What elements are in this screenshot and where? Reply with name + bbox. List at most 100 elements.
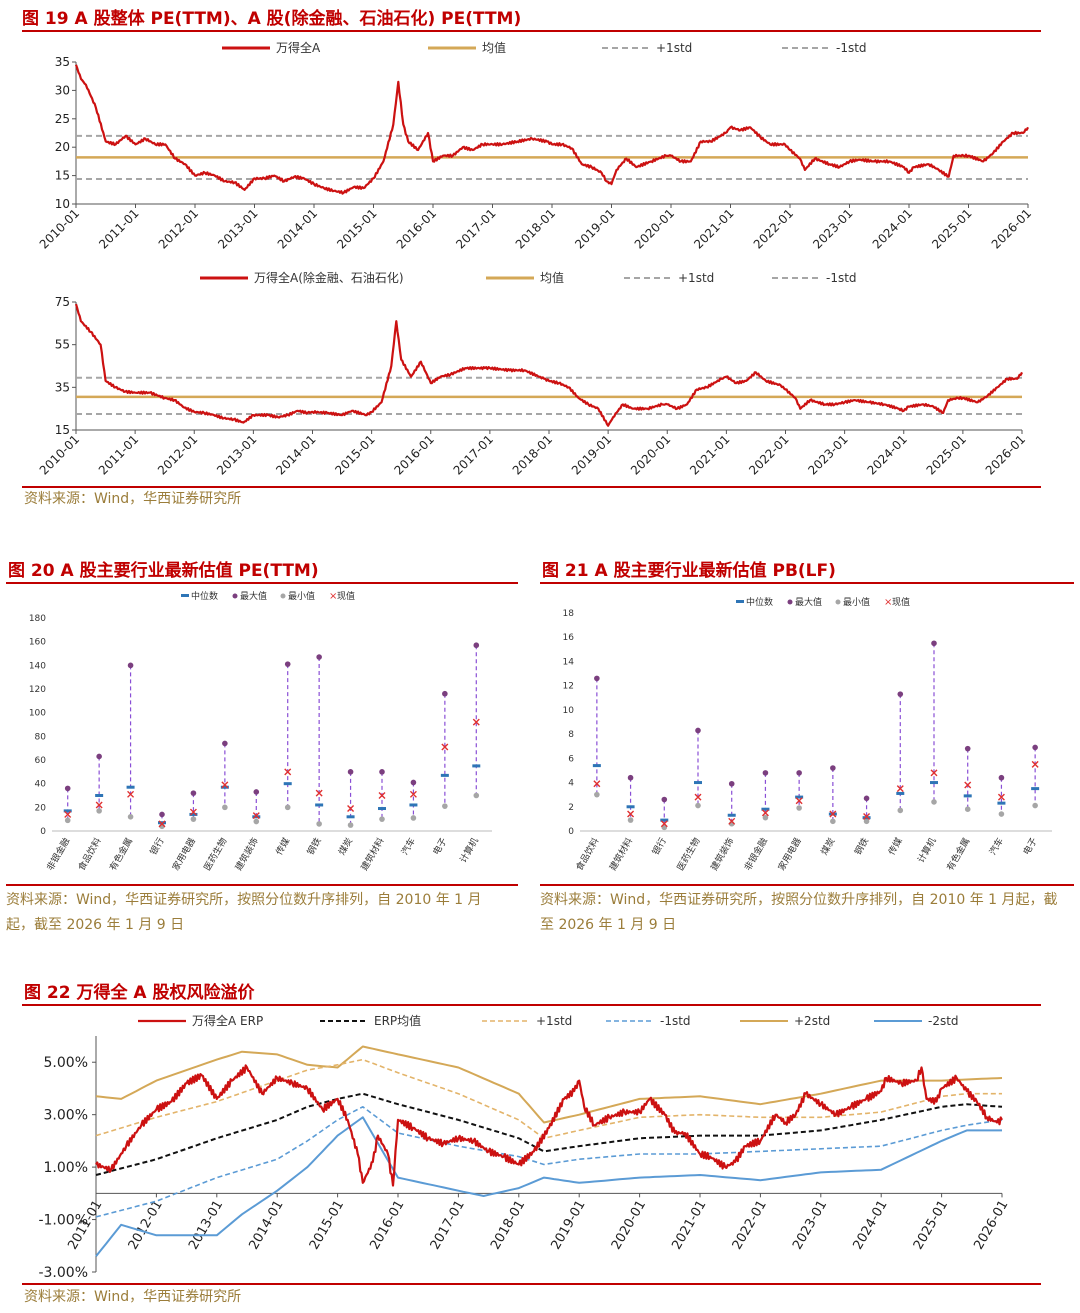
erp-xtick-label-14: 2025-01 [911,1198,951,1253]
ind-pb-current-mark-5 [761,809,769,817]
ind-pe-median-mark-11 [409,803,418,807]
pe-ex-fin-chart: 万得全A(除金融、石油石化) 均值 +1std -1std 15 35 55 75 2010-0… [37,270,1028,478]
ind-pe-median-mark-8 [315,803,324,807]
ind-pb-median-mark-1 [626,805,635,809]
ind-pb-max-dot-3 [695,727,701,734]
ind-pb-median-mark-10 [930,781,938,785]
ind-pb-min-dot-12 [998,811,1005,817]
ind-pb-min-dot-11 [964,806,971,812]
ind-pb-min-dot-10 [931,799,937,805]
ind-pe-current-mark-12 [441,743,449,751]
erp-series-2-line [95,1058,1002,1140]
ind-pe-max-dot-13 [473,642,480,649]
erp-xtick-label-4: 2015-01 [307,1198,347,1253]
ind-pe-max-dot-9 [347,769,354,775]
ind-pb-legend-current-swatch: × [884,597,892,608]
fig19-top-rule [22,30,1041,32]
ind-pb-median-mark-0 [592,764,601,768]
pe-exfin-xtick-label-13: 2023-01 [805,432,850,477]
erp-legend-1-label: ERP均值 [374,1013,421,1028]
erp-xtick-label-8: 2019-01 [549,1198,589,1253]
erp-xtick-label-15: 2026-01 [971,1198,1011,1253]
ind-pe-min-dot-8 [316,821,322,827]
ind-pe-current-mark-7 [284,768,292,776]
ind-pb-ytick-label-2: 4 [568,779,574,789]
ind-pe-min-dot-7 [284,804,291,811]
ind-pe-legend-min-swatch [280,593,286,599]
ind-pe-xtick-label-3: 银行 [147,836,166,858]
pe-all-legend-2-label: +1std [656,41,692,55]
ind-pe-current-mark-9 [347,805,355,813]
ind-pe-ytick-label-3: 60 [35,756,47,766]
ind-pe-median-mark-9 [346,815,355,819]
ind-pb-max-dot-5 [762,770,769,776]
ind-pb-min-dot-9 [897,807,904,814]
pe-all-xtick-label-7: 2017-01 [453,206,498,251]
pe-all-ytick-label-1: 15 [55,169,70,183]
ind-pb-current-mark-3 [694,793,702,801]
pe-all-xtick-label-12: 2022-01 [751,206,796,251]
ind-pb-min-dot-1 [627,817,634,823]
pe-exfin-legend-1-label: 均值 [540,270,564,285]
ind-pe-current-mark-2 [127,790,135,798]
pe-exfin-xtick-label-1: 2011-01 [96,432,141,477]
ind-pb-ytick-label-6: 12 [563,682,574,692]
pe-exfin-series-line [74,303,1023,427]
ind-pb-max-dot-7 [830,765,836,771]
ind-pb-median-mark-12 [997,801,1006,805]
ind-pb-xtick-label-12: 汽车 [987,836,1006,858]
ind-pe-xtick-label-8: 钢铁 [304,836,323,858]
ind-pb-max-dot-12 [998,774,1005,781]
ind-pb-current-mark-11 [964,781,972,789]
ind-pe-current-mark-10 [378,792,386,799]
pe-all-xtick-label-13: 2023-01 [810,206,855,251]
ind-pe-current-mark-8 [315,789,323,797]
ind-pe-xtick-label-7: 传媒 [273,836,292,858]
ind-pe-min-dot-5 [222,804,228,811]
pe-all-legend-0-label: 万得全A [276,40,321,55]
ind-pe-legend-median-swatch [181,594,189,597]
fig21-top-rule [540,582,1074,584]
ind-pb-current-mark-4 [728,817,736,825]
ind-pb-median-mark-6 [795,795,804,799]
pe-exfin-xtick-label-14: 2024-01 [865,432,910,477]
ind-pb-current-mark-2 [660,820,668,828]
ind-pe-current-mark-11 [409,790,417,798]
pe-all-ytick-label-3: 25 [55,112,70,126]
erp-series-1-line [95,1092,1003,1176]
ind-pe-max-dot-12 [442,690,448,697]
ind-pb-max-dot-9 [897,691,904,697]
ind-pb-median-mark-4 [727,813,736,817]
ind-pe-xtick-label-1: 食品饮料 [75,836,103,873]
ind-pe-median-mark-10 [378,807,386,811]
ind-pb-max-dot-2 [661,796,668,803]
ind-pb-ytick-label-5: 10 [563,706,575,716]
ind-pe-xtick-label-4: 家用电器 [170,836,198,873]
ind-pb-ytick-label-3: 6 [568,754,574,764]
ind-pe-median-mark-2 [126,785,135,789]
ind-pb-ytick-label-9: 18 [563,609,575,619]
ind-pb-legend-min-swatch [835,599,841,605]
ind-pe-min-dot-13 [473,792,480,799]
erp-xtick-label-1: 2012-01 [126,1198,166,1253]
pe-exfin-xtick-label-15: 2025-01 [924,432,969,477]
ind-pb-median-mark-8 [862,816,871,820]
pe-exfin-xtick-label-16: 2026-01 [983,432,1028,477]
ind-pb-ytick-label-1: 2 [568,803,574,813]
ind-pe-current-mark-5 [221,781,229,789]
fig19-title: 图 19 A 股整体 PE(TTM)、A 股(除金融、石油石化) PE(TTM) [22,9,522,29]
ind-pb-legend-min-label: 最小值 [843,596,870,608]
pe-exfin-legend-3-label: -1std [826,271,857,285]
ind-pb-ytick-label-0: 0 [568,827,574,837]
ind-pb-current-mark-6 [795,797,803,805]
ind-pe-ytick-label-7: 140 [29,661,46,671]
ind-pe-min-dot-0 [64,817,71,824]
fig21-bottom-rule [540,884,1074,886]
ind-pb-xtick-label-5: 非银金融 [742,836,770,873]
ind-pb-min-dot-6 [796,805,802,811]
erp-legend-5-label: -2std [928,1014,959,1028]
ind-pe-min-dot-9 [347,822,354,828]
ind-pe-xtick-label-6: 建筑装饰 [232,836,260,873]
erp-series-5-line [95,1116,1002,1257]
ind-pe-current-mark-13 [472,718,480,726]
